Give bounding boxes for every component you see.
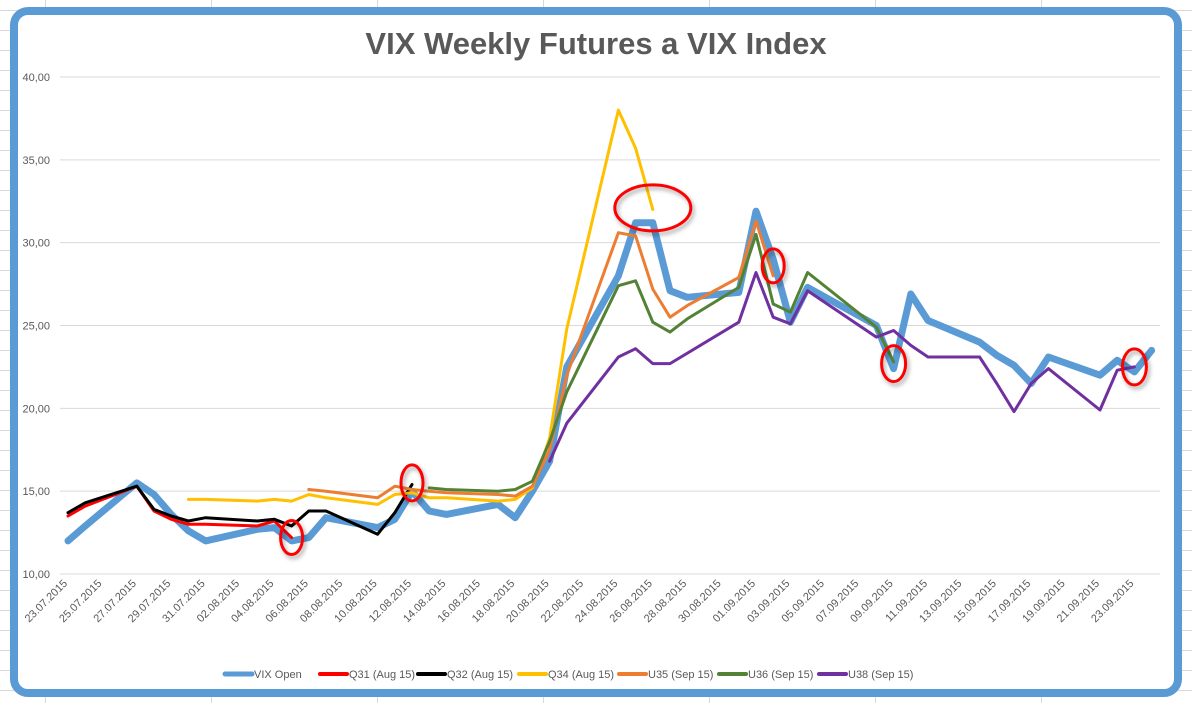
annotation-circle [760, 247, 786, 285]
y-tick-label: 10,00 [22, 569, 50, 581]
y-tick-label: 15,00 [22, 486, 50, 498]
y-tick-label: 20,00 [22, 403, 50, 415]
y-tick-label: 30,00 [22, 238, 50, 250]
annotation-circle [279, 519, 305, 557]
annotation-circle [613, 183, 693, 233]
annotation-circle [880, 344, 908, 384]
legend-label: U36 (Sep 15) [748, 669, 813, 681]
series-line-q34-aug-15 [186, 108, 655, 506]
legend-label: U35 (Sep 15) [648, 669, 713, 681]
legend-label: U38 (Sep 15) [848, 669, 913, 681]
series-line-u36-sep-15 [427, 232, 896, 493]
series-line-q32-aug-15 [66, 483, 414, 536]
series-line-vix-open [64, 207, 1156, 545]
chart-frame [10, 7, 1182, 697]
annotation-circle [399, 463, 425, 503]
y-tick-label: 25,00 [22, 321, 50, 333]
legend-label: Q31 (Aug 15) [349, 669, 415, 681]
legend-label: Q34 (Aug 15) [548, 669, 614, 681]
series-line-q31-aug-15 [66, 484, 294, 540]
chart-title: VIX Weekly Futures a VIX Index [365, 26, 827, 61]
series-line-u35-sep-15 [307, 219, 775, 500]
series-line-u38-sep-15 [548, 271, 1136, 463]
y-tick-label: 35,00 [22, 155, 50, 167]
y-tick-label: 40,00 [22, 72, 50, 84]
annotation-circle [1120, 347, 1148, 387]
legend-label: VIX Open [254, 669, 302, 681]
legend-label: Q32 (Aug 15) [447, 669, 513, 681]
